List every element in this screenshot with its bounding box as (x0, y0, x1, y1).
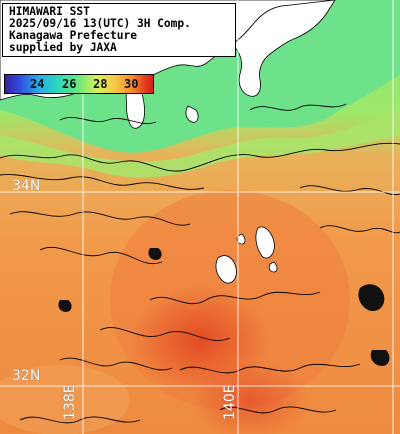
lon-label-138e: 138E (62, 384, 78, 420)
color-scale: 24 26 28 30 (4, 74, 154, 94)
title-line-2: 2025/09/16 13(UTC) 3H Comp. (9, 17, 191, 30)
cloud-mask-west (58, 300, 72, 312)
island-niijima (255, 226, 275, 259)
cloud-mask-east (358, 284, 385, 312)
transition-water (0, 110, 400, 178)
title-line-4: supplied by JAXA (9, 41, 117, 54)
cloud-mask-central (148, 248, 162, 260)
scale-label-26: 26 (62, 77, 77, 91)
island-small-a (236, 233, 246, 245)
land-peninsula (231, 0, 336, 97)
island-oshima (215, 255, 237, 284)
cloud-mask-east-2 (370, 350, 390, 366)
scale-label-30: 30 (124, 77, 139, 91)
hot-region-south (190, 360, 310, 434)
title-box: HIMAWARI SST 2025/09/16 13(UTC) 3H Comp.… (2, 3, 236, 57)
title-line-1: HIMAWARI SST (9, 5, 90, 18)
lat-label-34n: 34N (12, 178, 41, 194)
scale-label-24: 24 (30, 77, 45, 91)
island-small-b (268, 261, 278, 273)
isotherm-contours (0, 103, 400, 424)
island-small-c (185, 105, 199, 123)
scale-label-28: 28 (93, 77, 108, 91)
lat-label-32n: 32N (12, 368, 41, 384)
lon-label-140e: 140E (222, 384, 238, 420)
title-line-3: Kanagawa Prefecture (9, 29, 137, 42)
